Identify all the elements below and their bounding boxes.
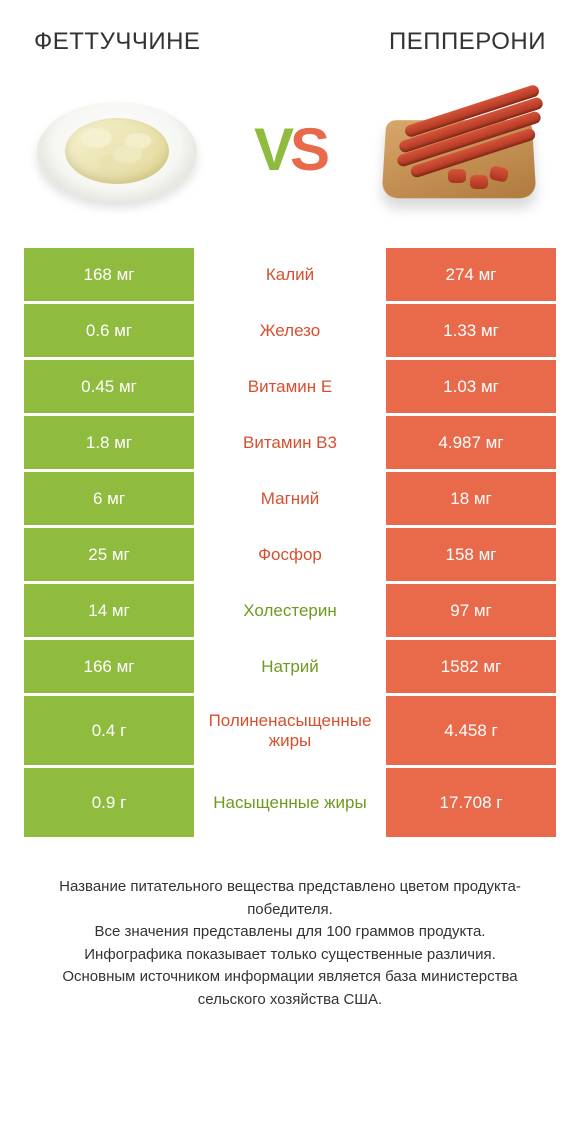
product-images-row: VS bbox=[24, 74, 556, 248]
nutrient-label: Железо bbox=[194, 304, 386, 357]
vs-v: V bbox=[254, 116, 290, 183]
right-value-cell: 97 мг bbox=[386, 584, 556, 637]
vs-s: S bbox=[290, 116, 326, 183]
right-value-cell: 274 мг bbox=[386, 248, 556, 301]
nutrition-table: 168 мгКалий274 мг0.6 мгЖелезо1.33 мг0.45… bbox=[24, 248, 556, 840]
table-row: 6 мгМагний18 мг bbox=[24, 472, 556, 528]
left-value-cell: 14 мг bbox=[24, 584, 194, 637]
nutrient-label: Фосфор bbox=[194, 528, 386, 581]
table-row: 0.6 мгЖелезо1.33 мг bbox=[24, 304, 556, 360]
table-row: 14 мгХолестерин97 мг bbox=[24, 584, 556, 640]
right-value-cell: 1.03 мг bbox=[386, 360, 556, 413]
nutrient-label: Натрий bbox=[194, 640, 386, 693]
table-row: 168 мгКалий274 мг bbox=[24, 248, 556, 304]
table-row: 25 мгФосфор158 мг bbox=[24, 528, 556, 584]
table-row: 1.8 мгВитамин B34.987 мг bbox=[24, 416, 556, 472]
left-value-cell: 0.6 мг bbox=[24, 304, 194, 357]
left-value-cell: 0.9 г bbox=[24, 768, 194, 837]
nutrient-label: Витамин B3 bbox=[194, 416, 386, 469]
left-value-cell: 1.8 мг bbox=[24, 416, 194, 469]
nutrient-label: Калий bbox=[194, 248, 386, 301]
right-value-cell: 158 мг bbox=[386, 528, 556, 581]
right-value-cell: 4.987 мг bbox=[386, 416, 556, 469]
left-value-cell: 25 мг bbox=[24, 528, 194, 581]
right-product-image bbox=[378, 84, 548, 214]
left-value-cell: 6 мг bbox=[24, 472, 194, 525]
right-value-cell: 1.33 мг bbox=[386, 304, 556, 357]
right-product-title: ПЕППЕРОНИ bbox=[389, 28, 546, 56]
left-value-cell: 166 мг bbox=[24, 640, 194, 693]
table-row: 166 мгНатрий1582 мг bbox=[24, 640, 556, 696]
right-value-cell: 4.458 г bbox=[386, 696, 556, 765]
table-row: 0.4 гПолиненасыщенные жиры4.458 г bbox=[24, 696, 556, 768]
left-product-image bbox=[32, 84, 202, 214]
right-value-cell: 1582 мг bbox=[386, 640, 556, 693]
footnote-text: Название питательного вещества представл… bbox=[24, 876, 556, 1011]
nutrient-label: Магний bbox=[194, 472, 386, 525]
left-value-cell: 168 мг bbox=[24, 248, 194, 301]
left-value-cell: 0.4 г bbox=[24, 696, 194, 765]
nutrient-label: Насыщенные жиры bbox=[194, 768, 386, 837]
nutrient-label: Холестерин bbox=[194, 584, 386, 637]
vs-label: VS bbox=[254, 115, 326, 184]
nutrient-label: Витамин E bbox=[194, 360, 386, 413]
right-value-cell: 17.708 г bbox=[386, 768, 556, 837]
nutrient-label: Полиненасыщенные жиры bbox=[194, 696, 386, 765]
right-value-cell: 18 мг bbox=[386, 472, 556, 525]
table-row: 0.9 гНасыщенные жиры17.708 г bbox=[24, 768, 556, 840]
left-product-title: ФЕТТУЧЧИНЕ bbox=[34, 28, 200, 56]
left-value-cell: 0.45 мг bbox=[24, 360, 194, 413]
table-row: 0.45 мгВитамин E1.03 мг bbox=[24, 360, 556, 416]
